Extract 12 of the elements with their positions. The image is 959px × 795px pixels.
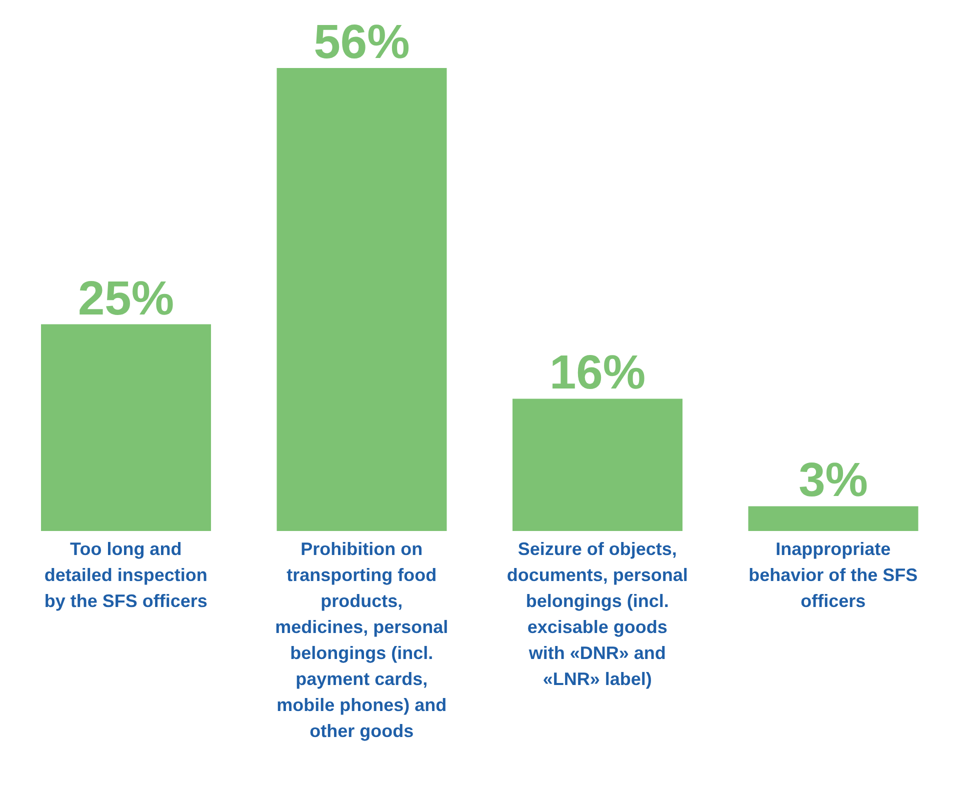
x-tick-label: Too long and detailed inspection by the SFS officers xyxy=(44,539,208,611)
data-label: 16% xyxy=(549,346,646,400)
bar xyxy=(748,506,918,531)
bar xyxy=(512,398,683,531)
x-tick-label: Prohibition on transporting food products, medicines, personal belongings (incl. payment cards, mobile phones) and other goods xyxy=(275,539,448,741)
data-label: 25% xyxy=(78,272,174,326)
data-label: 56% xyxy=(314,16,410,69)
x-tick-label: Inappropriate behavior of the SFS officers xyxy=(748,539,918,611)
x-tick-label: Seizure of objects, documents, personal belongings (incl. excisable goods with «DNR» and «LNR» label) xyxy=(506,539,688,689)
bar xyxy=(41,324,212,531)
data-label: 3% xyxy=(798,454,868,508)
bar xyxy=(276,68,447,531)
